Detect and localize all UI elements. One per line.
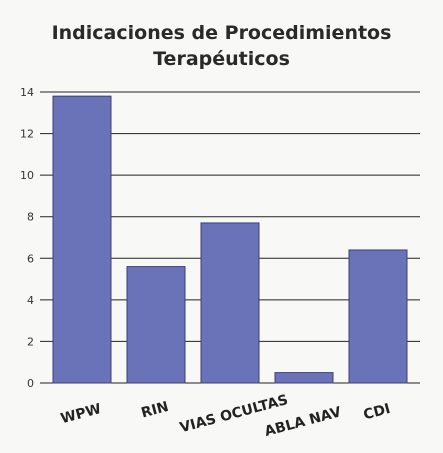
chart-title: Indicaciones de Procedimientos Terapéuti… bbox=[0, 20, 443, 72]
y-tick-label: 6 bbox=[27, 252, 34, 265]
y-tick-label: 12 bbox=[20, 128, 34, 141]
y-tick-label: 10 bbox=[20, 169, 34, 182]
y-tick-label: 8 bbox=[27, 211, 34, 224]
y-tick-label: 14 bbox=[20, 86, 34, 99]
bar-rin bbox=[126, 266, 186, 384]
y-tick-label: 0 bbox=[27, 377, 34, 390]
y-tick-label: 2 bbox=[27, 335, 34, 348]
x-category-label: WPW bbox=[59, 401, 103, 427]
bar-vias-ocultas bbox=[200, 222, 260, 384]
chart-title-line-1: Indicaciones de Procedimientos bbox=[51, 22, 392, 44]
bar-abla-nav bbox=[274, 372, 334, 384]
bar-wpw bbox=[52, 95, 112, 384]
bars bbox=[52, 95, 408, 384]
bar-cdi bbox=[348, 249, 408, 384]
chart-title-line-2: Terapéuticos bbox=[153, 48, 290, 70]
x-category-label: RIN bbox=[140, 399, 171, 422]
y-tick-label: 4 bbox=[27, 294, 34, 307]
x-category-label: CDI bbox=[362, 401, 392, 423]
y-axis-ticks: 0 2 4 6 8 10 12 14 bbox=[20, 86, 34, 390]
